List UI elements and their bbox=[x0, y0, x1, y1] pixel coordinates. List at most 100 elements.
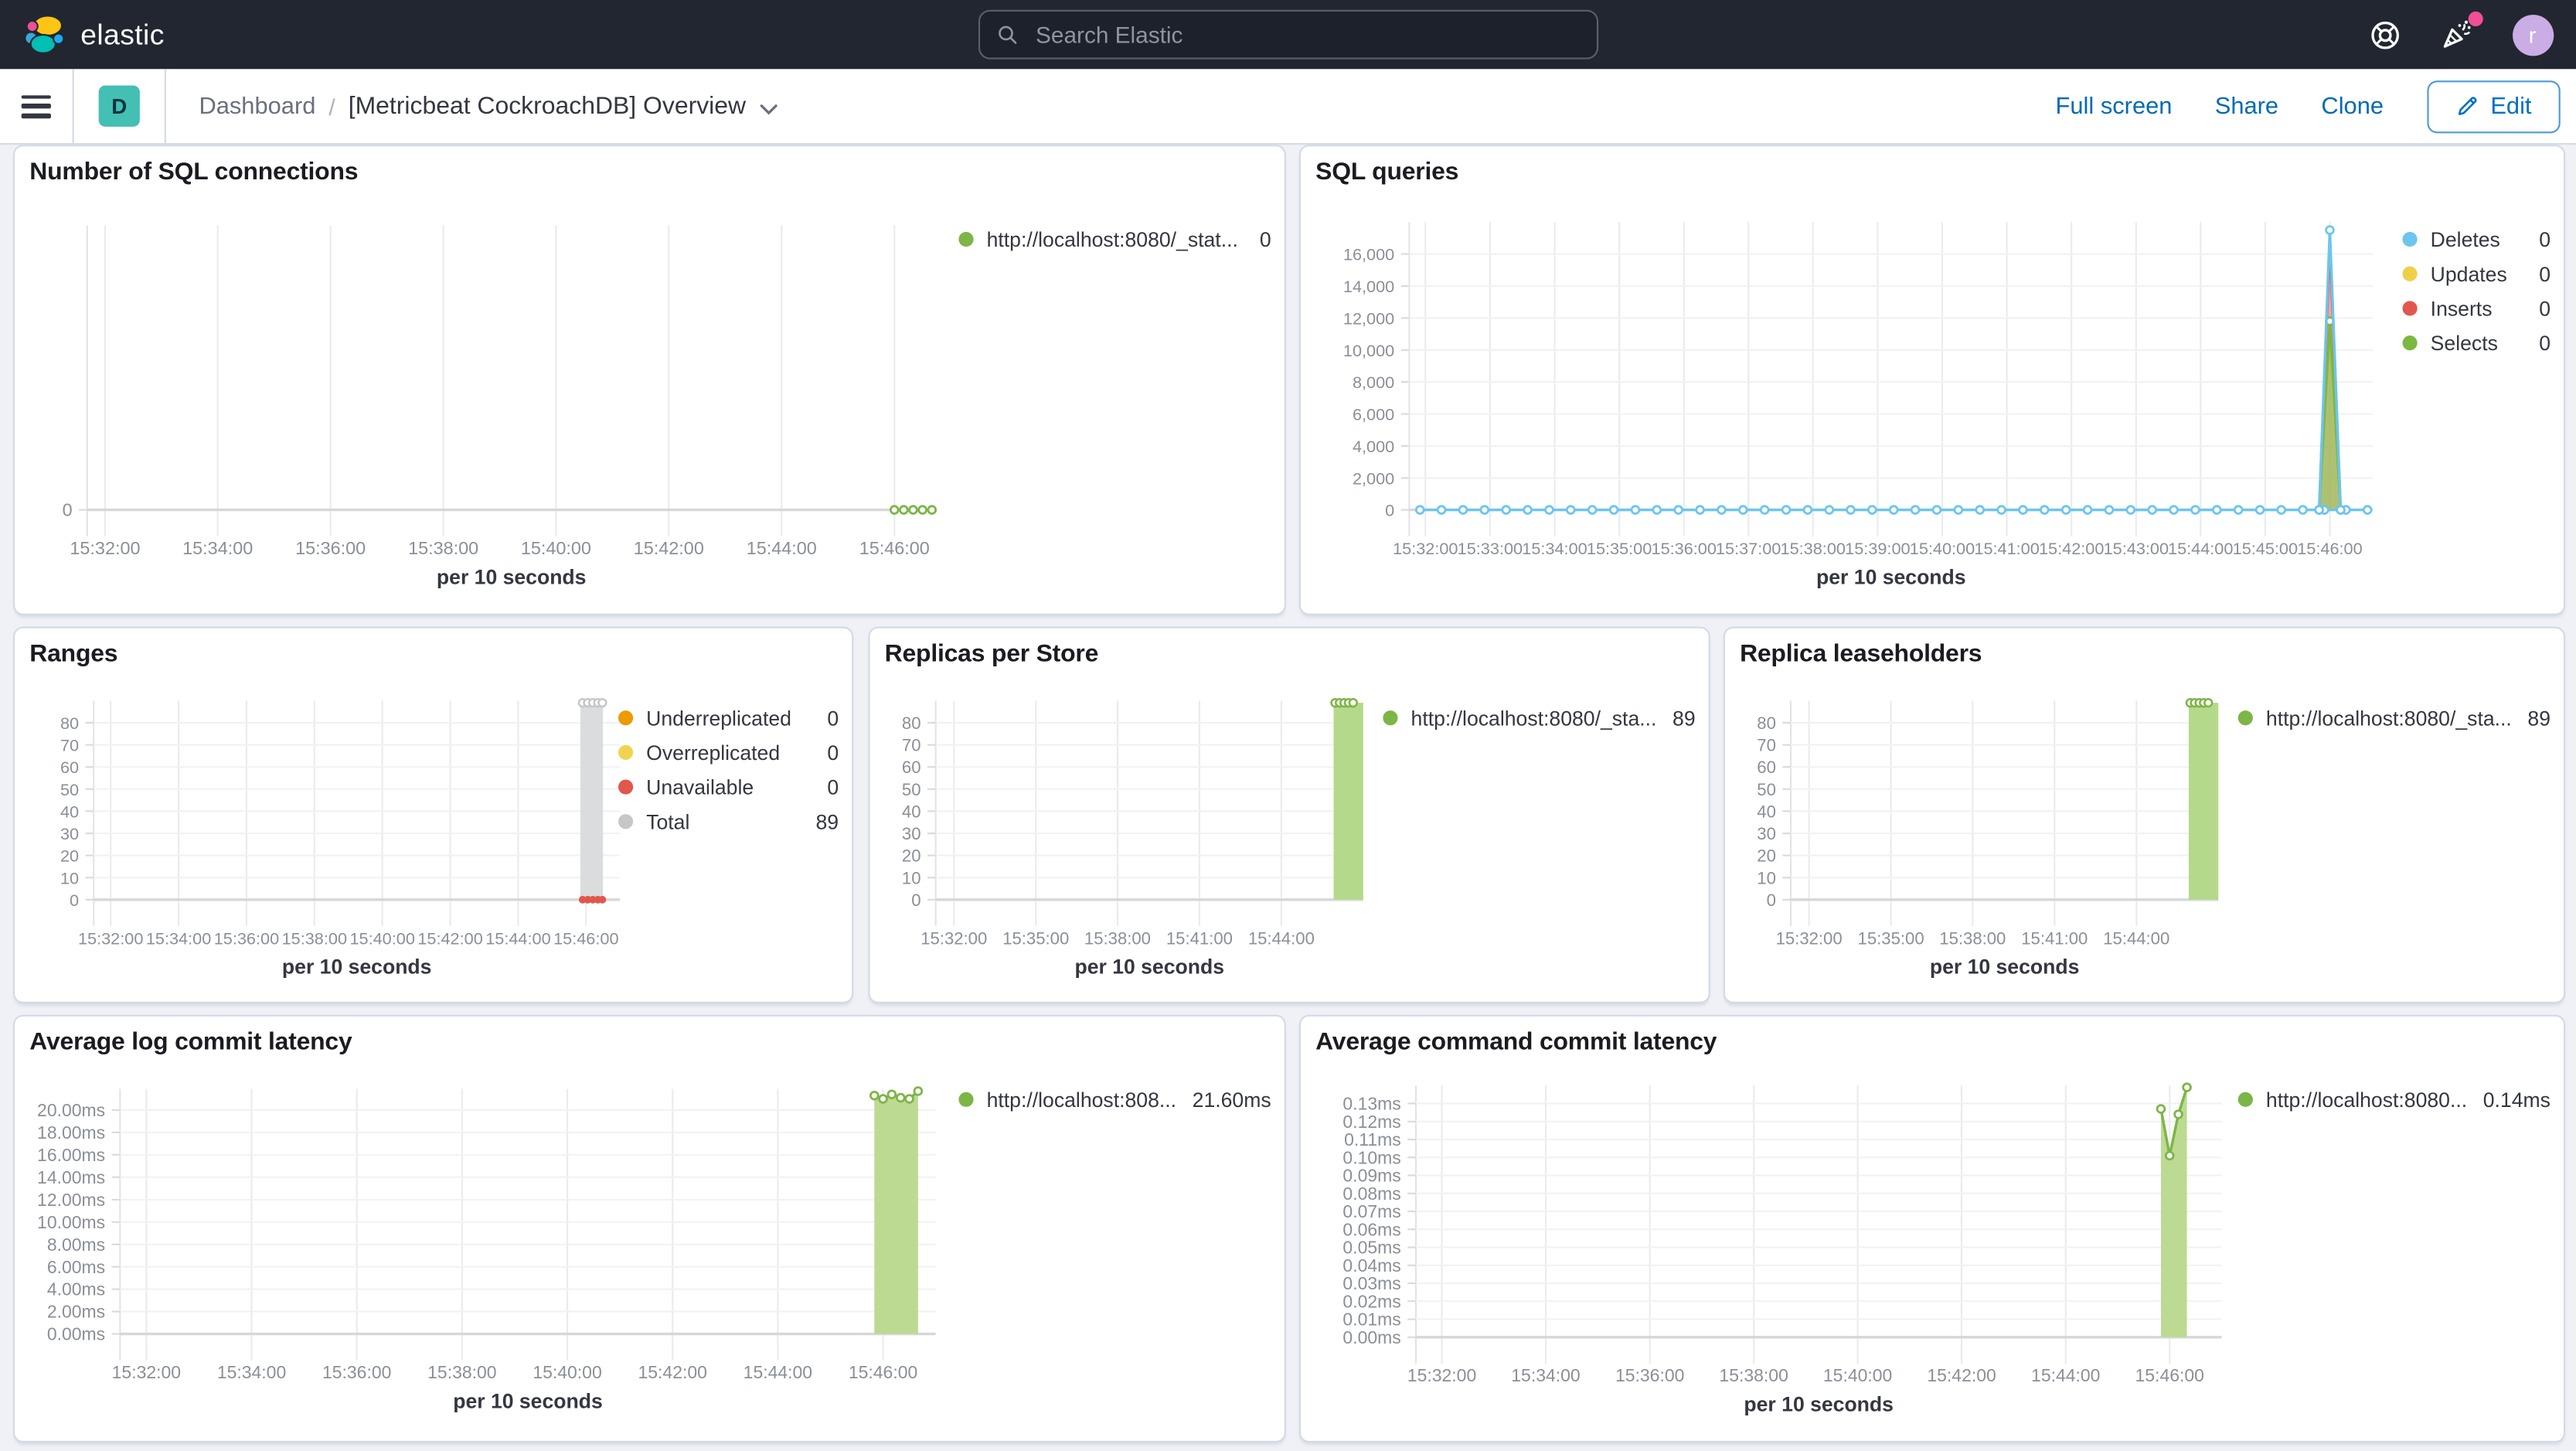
edit-button-label: Edit bbox=[2490, 93, 2532, 120]
svg-text:0.13ms: 0.13ms bbox=[1342, 1094, 1400, 1114]
svg-text:15:44:00: 15:44:00 bbox=[744, 1362, 812, 1382]
svg-text:15:32:00: 15:32:00 bbox=[1407, 1365, 1476, 1385]
chevron-down-icon bbox=[759, 104, 777, 114]
chart-legend: Deletes 0 Updates 0 Inserts 0 Selects 0 bbox=[2402, 222, 2551, 360]
series-value: 0 bbox=[2539, 331, 2551, 355]
svg-text:per 10 seconds: per 10 seconds bbox=[437, 565, 587, 588]
svg-text:6.00ms: 6.00ms bbox=[47, 1257, 105, 1277]
svg-text:15:40:00: 15:40:00 bbox=[521, 538, 591, 558]
legend-item[interactable]: Unavailable 0 bbox=[618, 770, 839, 805]
nav-left: elastic bbox=[23, 13, 978, 56]
dashboard-title-menu-button[interactable] bbox=[759, 93, 777, 122]
series-color-dot bbox=[2402, 336, 2418, 351]
series-label: Inserts bbox=[2430, 297, 2493, 320]
svg-text:0.09ms: 0.09ms bbox=[1342, 1166, 1400, 1186]
series-label: http://localhost:8080/_sta... bbox=[1411, 706, 1657, 730]
chart-legend: http://localhost:8080... 0.14ms bbox=[2237, 1082, 2550, 1117]
svg-text:10: 10 bbox=[1757, 868, 1776, 887]
svg-text:50: 50 bbox=[1757, 780, 1776, 799]
legend-item[interactable]: http://localhost:8080/_sta... 89 bbox=[1383, 700, 1696, 735]
svg-text:15:44:00: 15:44:00 bbox=[747, 538, 817, 558]
series-color-dot bbox=[2402, 232, 2418, 247]
svg-text:15:41:00: 15:41:00 bbox=[1166, 928, 1233, 948]
svg-text:8,000: 8,000 bbox=[1353, 373, 1394, 392]
svg-text:15:42:00: 15:42:00 bbox=[634, 538, 704, 558]
breadcrumb-dashboard-link[interactable]: Dashboard bbox=[199, 93, 316, 120]
svg-text:0.00ms: 0.00ms bbox=[1342, 1327, 1400, 1347]
search-input[interactable] bbox=[1032, 19, 1581, 49]
legend-item[interactable]: Deletes 0 bbox=[2402, 222, 2551, 257]
legend-item[interactable]: Total 89 bbox=[618, 804, 839, 839]
svg-text:15:33:00: 15:33:00 bbox=[1458, 539, 1523, 558]
global-search-box[interactable] bbox=[978, 9, 1598, 60]
svg-text:15:32:00: 15:32:00 bbox=[1393, 539, 1458, 558]
series-value: 0 bbox=[2539, 227, 2551, 251]
svg-text:0.10ms: 0.10ms bbox=[1342, 1147, 1400, 1167]
svg-text:15:40:00: 15:40:00 bbox=[1910, 539, 1975, 558]
panel-title: SQL queries bbox=[1315, 158, 1459, 186]
svg-text:per 10 seconds: per 10 seconds bbox=[1816, 565, 1966, 588]
series-color-dot bbox=[618, 779, 634, 795]
space-badge[interactable]: D bbox=[98, 85, 140, 127]
user-avatar[interactable]: r bbox=[2512, 14, 2554, 56]
svg-text:15:36:00: 15:36:00 bbox=[214, 928, 279, 948]
chart-canvas[interactable]: 0 10 20 30 40 50 60 70 80 15:32:00 15:35:00 15:38:0… bbox=[870, 628, 1709, 1002]
svg-text:15:38:00: 15:38:00 bbox=[282, 928, 347, 948]
svg-text:15:38:00: 15:38:00 bbox=[1719, 1365, 1788, 1385]
series-value: 0 bbox=[2539, 297, 2551, 320]
chart-legend: http://localhost:8080/_sta... 89 bbox=[1383, 700, 1696, 735]
svg-text:40: 40 bbox=[902, 802, 921, 821]
full-screen-button[interactable]: Full screen bbox=[2055, 93, 2173, 120]
svg-text:15:38:00: 15:38:00 bbox=[408, 538, 478, 558]
svg-text:80: 80 bbox=[60, 714, 79, 733]
search-icon bbox=[998, 25, 1016, 43]
legend-item[interactable]: http://localhost:808... 21.60ms bbox=[958, 1082, 1271, 1117]
chart-canvas[interactable]: 0 10 20 30 40 50 60 70 80 15:32:00 15:35:00 15:38:0… bbox=[1725, 628, 2564, 1002]
legend-item[interactable]: Selects 0 bbox=[2402, 325, 2551, 360]
svg-text:15:46:00: 15:46:00 bbox=[2135, 1365, 2204, 1385]
svg-text:15:36:00: 15:36:00 bbox=[1652, 539, 1717, 558]
chart-canvas[interactable]: 0 15:32:00 15:34:00 15:36:00 15:38:00 15:40:0… bbox=[15, 146, 1285, 613]
edit-button[interactable]: Edit bbox=[2426, 80, 2560, 133]
legend-item[interactable]: Underreplicated 0 bbox=[618, 700, 839, 735]
svg-text:per 10 seconds: per 10 seconds bbox=[1930, 955, 2080, 979]
svg-text:0.11ms: 0.11ms bbox=[1344, 1129, 1401, 1150]
elastic-logo[interactable]: elastic bbox=[23, 13, 165, 56]
svg-text:30: 30 bbox=[60, 824, 79, 843]
svg-text:0: 0 bbox=[1385, 501, 1394, 520]
legend-item[interactable]: Updates 0 bbox=[2402, 257, 2550, 291]
clone-button[interactable]: Clone bbox=[2321, 93, 2384, 120]
dashboard-toolbar: D Dashboard / [Metricbeat CockroachDB] O… bbox=[0, 68, 2576, 145]
svg-text:15:38:00: 15:38:00 bbox=[1084, 928, 1151, 948]
svg-text:0.00ms: 0.00ms bbox=[47, 1324, 105, 1344]
legend-item[interactable]: http://localhost:8080/_stat... 0 bbox=[958, 222, 1271, 257]
series-color-dot bbox=[2237, 1092, 2253, 1107]
legend-item[interactable]: http://localhost:8080... 0.14ms bbox=[2237, 1082, 2550, 1117]
svg-text:0.01ms: 0.01ms bbox=[1342, 1310, 1400, 1330]
panel-title: Replicas per Store bbox=[884, 639, 1099, 668]
svg-text:40: 40 bbox=[60, 802, 79, 821]
menu-button[interactable] bbox=[21, 94, 51, 118]
svg-text:0.07ms: 0.07ms bbox=[1342, 1201, 1400, 1221]
svg-text:15:34:00: 15:34:00 bbox=[1522, 539, 1587, 558]
svg-text:15:32:00: 15:32:00 bbox=[1776, 928, 1843, 948]
chart-canvas[interactable]: 0.00ms0.01ms0.02ms0.03ms0.04ms0.05ms0.06… bbox=[1301, 1017, 2564, 1441]
help-button[interactable] bbox=[2369, 19, 2400, 49]
legend-item[interactable]: http://localhost:8080/_sta... 89 bbox=[2237, 700, 2550, 735]
legend-item[interactable]: Overreplicated 0 bbox=[618, 735, 839, 770]
series-label: Deletes bbox=[2430, 227, 2500, 251]
svg-text:50: 50 bbox=[60, 780, 79, 799]
panel-number-of-sql-connections: 0 15:32:00 15:34:00 15:36:00 15:38:00 15:40:0… bbox=[13, 145, 1286, 615]
chart-canvas[interactable]: 0 10 20 30 40 50 60 70 80 15:32:00 15:34:00 15:36:0… bbox=[15, 628, 852, 1002]
chart-canvas[interactable]: 0 2,000 4,000 6,000 8,000 10,000 12,000 14,000 1… bbox=[1301, 146, 2564, 613]
svg-text:0.04ms: 0.04ms bbox=[1342, 1255, 1400, 1276]
series-value: 0 bbox=[1259, 227, 1271, 251]
newsfeed-button[interactable] bbox=[2439, 11, 2482, 51]
svg-text:2,000: 2,000 bbox=[1353, 468, 1394, 488]
svg-text:70: 70 bbox=[60, 736, 79, 755]
legend-item[interactable]: Inserts 0 bbox=[2402, 291, 2551, 326]
svg-text:18.00ms: 18.00ms bbox=[37, 1122, 105, 1143]
share-button[interactable]: Share bbox=[2214, 93, 2279, 120]
series-label: http://localhost:808... bbox=[986, 1088, 1177, 1112]
